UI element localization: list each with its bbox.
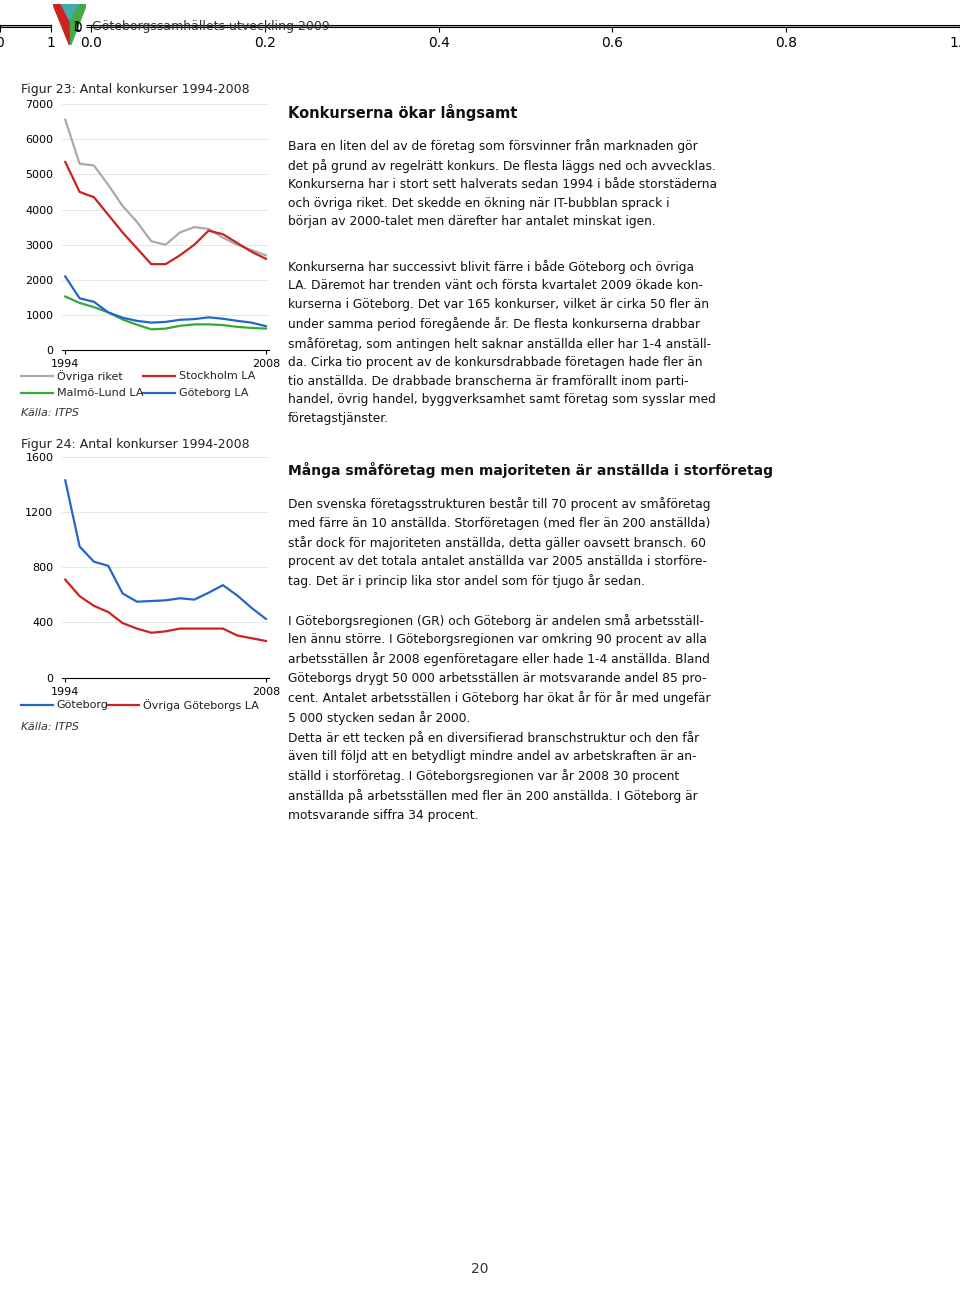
Text: Konkurserna ökar långsamt: Konkurserna ökar långsamt: [288, 104, 517, 121]
Text: Källa: ITPS: Källa: ITPS: [21, 408, 79, 418]
Text: Göteborg: Göteborg: [57, 700, 108, 710]
Polygon shape: [69, 4, 86, 45]
Text: Figur 23: Antal konkurser 1994-2008: Figur 23: Antal konkurser 1994-2008: [21, 83, 250, 96]
Text: Många småföretag men majoriteten är anställda i storföretag: Många småföretag men majoriteten är anst…: [288, 462, 773, 478]
Text: Konkurserna har successivt blivit färre i både Göteborg och övriga
LA. Däremot h: Konkurserna har successivt blivit färre …: [288, 260, 716, 424]
Polygon shape: [53, 4, 69, 45]
Text: Detta är ett tecken på en diversifierad branschstruktur och den får
även till fö: Detta är ett tecken på en diversifierad …: [288, 731, 699, 822]
Text: Övriga Göteborgs LA: Övriga Göteborgs LA: [143, 698, 259, 711]
Text: Malmö-Lund LA: Malmö-Lund LA: [57, 388, 143, 398]
Polygon shape: [61, 4, 78, 21]
Text: Göteborgssamhällets utveckling 2009: Göteborgssamhällets utveckling 2009: [92, 19, 330, 34]
Text: Figur 24: Antal konkurser 1994-2008: Figur 24: Antal konkurser 1994-2008: [21, 437, 250, 450]
Text: Källa: ITPS: Källa: ITPS: [21, 722, 79, 732]
Text: 20: 20: [471, 1263, 489, 1276]
Text: Övriga riket: Övriga riket: [57, 370, 122, 383]
Text: Göteborg LA: Göteborg LA: [179, 388, 248, 398]
Text: Den svenska företagsstrukturen består till 70 procent av småföretag
med färre än: Den svenska företagsstrukturen består ti…: [288, 497, 710, 588]
Text: Bara en liten del av de företag som försvinner från marknaden gör
det på grund a: Bara en liten del av de företag som förs…: [288, 139, 717, 228]
Text: Stockholm LA: Stockholm LA: [179, 371, 255, 382]
Text: I Göteborgsregionen (GR) och Göteborg är andelen små arbetsställ-
len ännu störr: I Göteborgsregionen (GR) och Göteborg är…: [288, 614, 710, 724]
